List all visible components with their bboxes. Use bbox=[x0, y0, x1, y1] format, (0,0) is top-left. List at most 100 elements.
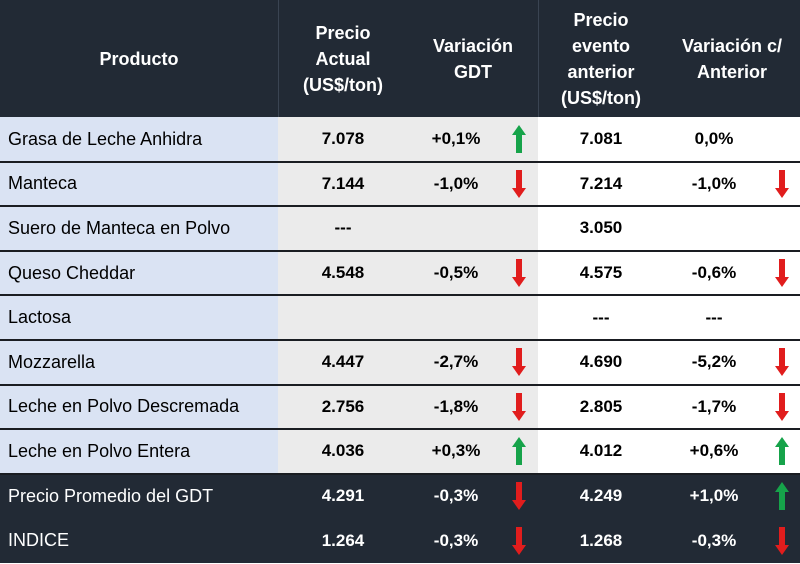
product-name: Grasa de Leche Anhidra bbox=[0, 117, 278, 162]
arrow-down-icon bbox=[775, 348, 789, 377]
header-variacion-gdt: Variación GDT bbox=[432, 35, 514, 82]
table-header: Producto Precio Actual (US$/ton) Variaci… bbox=[0, 0, 800, 117]
current-price: 2.756 bbox=[278, 384, 408, 430]
table-row: Grasa de Leche Anhidra 7.078 +0,1% 7.081 0,0… bbox=[0, 117, 800, 162]
arrow-down-icon bbox=[775, 259, 789, 288]
summary-row: Precio Promedio del GDT 4.291 -0,3% 4.249 +1… bbox=[0, 473, 800, 519]
gdt-variation bbox=[408, 206, 500, 251]
arrow-down-icon bbox=[512, 348, 526, 377]
previous-price: 7.214 bbox=[538, 161, 664, 207]
previous-price: 4.690 bbox=[538, 340, 664, 385]
arrow-up-icon bbox=[775, 437, 789, 466]
previous-arrow-cell bbox=[764, 206, 800, 251]
header-producto: Producto bbox=[99, 48, 179, 69]
current-price: 7.144 bbox=[278, 161, 408, 207]
product-name: Suero de Manteca en Polvo bbox=[0, 206, 278, 251]
previous-variation: -0,6% bbox=[664, 250, 764, 296]
previous-variation: -1,0% bbox=[664, 161, 764, 207]
product-name: INDICE bbox=[8, 530, 70, 551]
summary-row: INDICE 1.264 -0,3% 1.268 -0,3% bbox=[0, 518, 800, 563]
product-name: Queso Cheddar bbox=[0, 250, 278, 296]
previous-arrow-cell bbox=[764, 161, 800, 207]
arrow-down-icon bbox=[512, 169, 526, 198]
arrow-down-icon bbox=[775, 392, 789, 421]
header-divider bbox=[538, 0, 539, 117]
arrow-down-icon bbox=[775, 169, 789, 198]
arrow-down-icon bbox=[512, 392, 526, 421]
gdt-variation: +0,1% bbox=[408, 117, 500, 162]
gdt-variation: -1,0% bbox=[408, 161, 500, 207]
gdt-arrow-cell bbox=[500, 117, 538, 162]
previous-price: 7.081 bbox=[538, 117, 664, 162]
header-precio-anterior: Precio evento anterior (US$/ton) bbox=[561, 9, 641, 108]
product-name: Leche en Polvo Descremada bbox=[0, 384, 278, 430]
previous-variation: -5,2% bbox=[664, 340, 764, 385]
current-price: 4.036 bbox=[278, 429, 408, 474]
arrow-down-icon bbox=[512, 482, 526, 511]
previous-variation: +1,0% bbox=[689, 486, 739, 506]
previous-arrow-cell bbox=[764, 518, 800, 563]
previous-price: 4.249 bbox=[579, 486, 623, 506]
current-price: 1.264 bbox=[321, 530, 365, 550]
row-divider bbox=[0, 249, 800, 252]
current-price: 4.291 bbox=[321, 486, 365, 506]
row-divider bbox=[0, 205, 800, 208]
arrow-up-icon bbox=[775, 482, 789, 511]
previous-variation: +0,6% bbox=[664, 429, 764, 474]
current-price: 7.078 bbox=[278, 117, 408, 162]
previous-price: 4.012 bbox=[538, 429, 664, 474]
previous-price: 4.575 bbox=[538, 250, 664, 296]
gdt-arrow-cell bbox=[500, 161, 538, 207]
previous-arrow-cell bbox=[764, 295, 800, 340]
current-price bbox=[278, 295, 408, 340]
row-divider bbox=[0, 428, 800, 431]
arrow-down-icon bbox=[775, 526, 789, 555]
previous-variation bbox=[664, 206, 764, 251]
previous-arrow-cell bbox=[764, 384, 800, 430]
previous-arrow-cell bbox=[764, 250, 800, 296]
table-row: Mozzarella 4.447 -2,7% 4.690 -5,2% bbox=[0, 340, 800, 385]
table-row: Leche en Polvo Entera 4.036 +0,3% 4.012 +0,6… bbox=[0, 429, 800, 474]
table-row: Leche en Polvo Descremada 2.756 -1,8% 2.805… bbox=[0, 384, 800, 430]
gdt-arrow-cell bbox=[500, 206, 538, 251]
current-price: 4.548 bbox=[278, 250, 408, 296]
product-name: Leche en Polvo Entera bbox=[0, 429, 278, 474]
gdt-variation: -0,3% bbox=[433, 530, 479, 550]
previous-variation: 0,0% bbox=[664, 117, 764, 162]
previous-arrow-cell bbox=[764, 340, 800, 385]
gdt-variation: -1,8% bbox=[408, 384, 500, 430]
row-divider bbox=[0, 339, 800, 341]
current-price: 4.447 bbox=[278, 340, 408, 385]
row-divider bbox=[0, 294, 800, 297]
row-divider bbox=[0, 160, 800, 163]
table-row: Queso Cheddar 4.548 -0,5% 4.575 -0,6% bbox=[0, 250, 800, 296]
header-divider bbox=[278, 0, 279, 117]
previous-arrow-cell bbox=[764, 474, 800, 519]
gdt-variation: -0,3% bbox=[433, 486, 479, 506]
previous-price: 3.050 bbox=[538, 206, 664, 251]
table-row: Lactosa --- --- bbox=[0, 295, 800, 340]
previous-arrow-cell bbox=[764, 117, 800, 162]
row-divider bbox=[0, 472, 800, 475]
product-name: Lactosa bbox=[0, 295, 278, 340]
product-name: Manteca bbox=[0, 161, 278, 207]
arrow-down-icon bbox=[512, 526, 526, 555]
arrow-up-icon bbox=[512, 437, 526, 466]
gdt-variation: -2,7% bbox=[408, 340, 500, 385]
product-name: Precio Promedio del GDT bbox=[8, 485, 214, 506]
gdt-variation: -0,5% bbox=[408, 250, 500, 296]
gdt-arrow-cell bbox=[500, 250, 538, 296]
previous-arrow-cell bbox=[764, 429, 800, 474]
gdt-arrow-cell bbox=[500, 295, 538, 340]
arrow-up-icon bbox=[512, 125, 526, 154]
gdt-arrow-cell bbox=[500, 429, 538, 474]
previous-price: 2.805 bbox=[538, 384, 664, 430]
previous-price: 1.268 bbox=[579, 530, 623, 550]
previous-price: --- bbox=[538, 295, 664, 340]
header-variacion-anterior: Variación c/ Anterior bbox=[681, 35, 783, 82]
previous-variation: -0,3% bbox=[691, 530, 737, 550]
row-divider bbox=[0, 383, 800, 386]
gdt-arrow-cell bbox=[500, 474, 538, 519]
previous-variation: --- bbox=[664, 295, 764, 340]
gdt-arrow-cell bbox=[500, 384, 538, 430]
